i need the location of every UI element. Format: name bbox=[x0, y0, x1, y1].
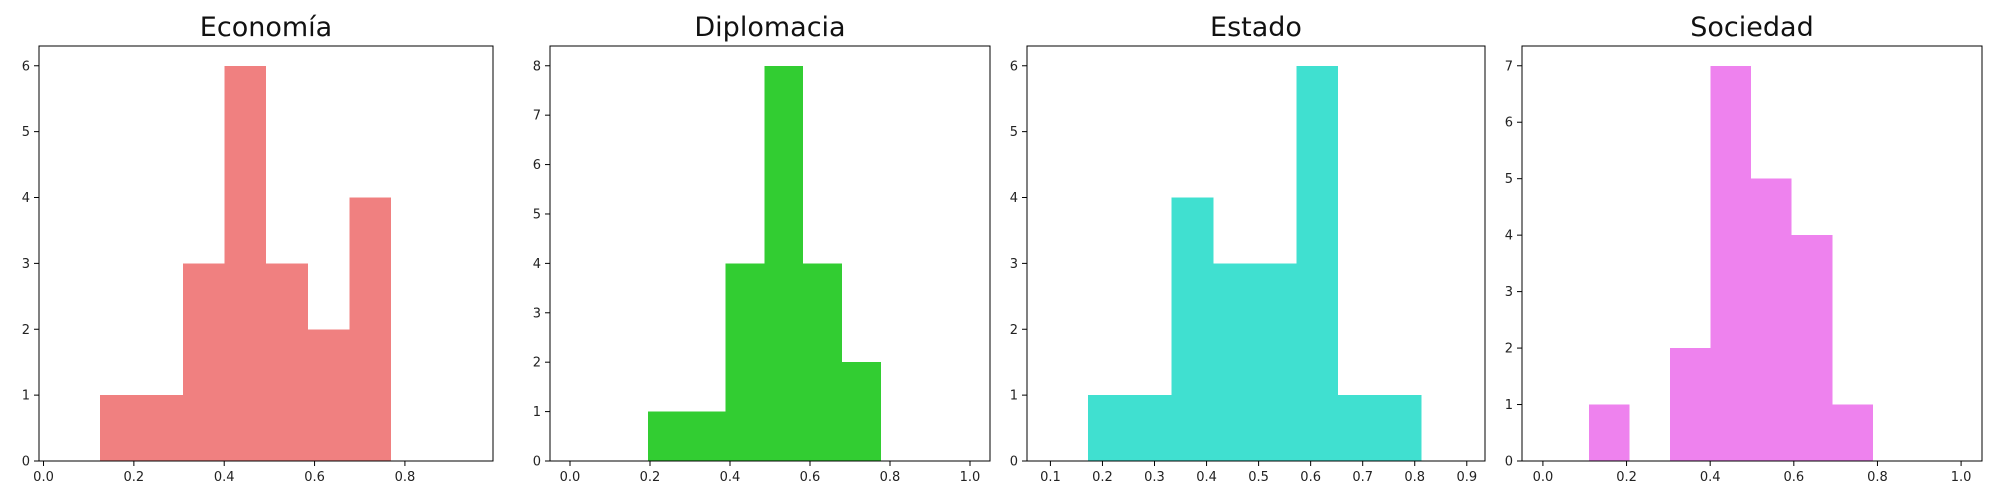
x-tick-label: 0.2 bbox=[1092, 470, 1113, 485]
y-tick-label: 1 bbox=[1505, 398, 1513, 413]
histogram-bar bbox=[99, 395, 142, 461]
histogram-bar bbox=[1129, 395, 1172, 461]
y-tick-label: 3 bbox=[533, 306, 541, 321]
panel-title: Estado bbox=[1210, 12, 1302, 43]
histogram-panel: 0.0 0.2 0.4 0.6 0.8 1.0 0 1 2 3 4 5 6 7 Sociedad bbox=[1505, 12, 1983, 485]
x-tick-label: 0.2 bbox=[1616, 470, 1637, 485]
plot-frame bbox=[1521, 45, 1983, 462]
y-tick-label: 1 bbox=[22, 389, 30, 404]
histogram-bar bbox=[842, 362, 881, 461]
histogram-panel: 0.0 0.2 0.4 0.6 0.8 0 1 2 3 4 5 6 Economía bbox=[22, 12, 494, 485]
y-tick-label: 8 bbox=[533, 59, 541, 74]
histogram-bar bbox=[725, 263, 765, 461]
plot-frame bbox=[38, 45, 494, 462]
histogram-bar bbox=[266, 263, 308, 461]
x-tick-label: 0.0 bbox=[560, 470, 581, 485]
histogram-bar bbox=[1296, 65, 1339, 461]
x-tick-label: 0.6 bbox=[304, 470, 325, 485]
x-tick-label: 1.0 bbox=[1951, 470, 1972, 485]
x-tick-label: 0.4 bbox=[214, 470, 235, 485]
y-tick-label: 3 bbox=[1010, 257, 1018, 272]
panel-title: Diplomacia bbox=[694, 12, 845, 43]
histogram-bar bbox=[307, 329, 350, 461]
histogram-bar bbox=[1171, 197, 1214, 461]
histogram-bar bbox=[1832, 404, 1873, 461]
y-tick-label: 4 bbox=[1505, 229, 1513, 244]
histogram-bar bbox=[224, 65, 267, 461]
y-tick-label: 6 bbox=[22, 59, 30, 74]
y-tick-label: 2 bbox=[22, 323, 30, 338]
x-tick-label: 0.3 bbox=[1144, 470, 1165, 485]
y-tick-label: 2 bbox=[1010, 323, 1018, 338]
x-tick-label: 0.8 bbox=[1404, 470, 1425, 485]
histogram-bar bbox=[1751, 178, 1792, 461]
x-tick-label: 0.8 bbox=[880, 470, 901, 485]
histogram-bar bbox=[686, 411, 726, 461]
x-tick-label: 0.2 bbox=[640, 470, 661, 485]
panel-title: Economía bbox=[200, 12, 332, 43]
x-tick-label: 0.8 bbox=[395, 470, 416, 485]
x-tick-label: 0.2 bbox=[124, 470, 145, 485]
y-tick-label: 0 bbox=[1505, 455, 1513, 470]
y-tick-label: 7 bbox=[533, 109, 541, 124]
y-tick-label: 0 bbox=[1010, 455, 1018, 470]
histogram-panel: 0.1 0.2 0.3 0.4 0.5 0.6 0.7 0.8 0.9 0 1 2 3 4 5 6 Estado bbox=[1010, 12, 1486, 485]
histogram-bar bbox=[1338, 395, 1380, 461]
x-tick-label: 0.0 bbox=[1533, 470, 1554, 485]
histogram-bar bbox=[764, 65, 804, 461]
y-tick-label: 5 bbox=[22, 125, 30, 140]
histogram-bar bbox=[183, 263, 225, 461]
x-tick-label: 1.0 bbox=[960, 470, 981, 485]
histogram-bar bbox=[1791, 235, 1833, 461]
y-tick-label: 7 bbox=[1505, 59, 1513, 74]
y-tick-label: 3 bbox=[22, 257, 30, 272]
y-tick-label: 1 bbox=[533, 405, 541, 420]
histogram-bar bbox=[1087, 395, 1130, 461]
histogram-bar bbox=[349, 197, 391, 461]
histogram-panel: 0.0 0.2 0.4 0.6 0.8 1.0 0 1 2 3 4 5 6 7 8 Diplomacia bbox=[533, 12, 991, 485]
x-tick-label: 0.4 bbox=[1196, 470, 1217, 485]
y-tick-label: 4 bbox=[1010, 191, 1018, 206]
x-tick-label: 0.5 bbox=[1248, 470, 1269, 485]
x-tick-label: 0.8 bbox=[1867, 470, 1888, 485]
histogram-bar bbox=[141, 395, 184, 461]
histogram-bar bbox=[1213, 263, 1255, 461]
y-tick-label: 0 bbox=[533, 455, 541, 470]
x-tick-label: 0.7 bbox=[1352, 470, 1373, 485]
y-tick-label: 0 bbox=[22, 455, 30, 470]
histogram-bar bbox=[648, 411, 687, 461]
histogram-bar bbox=[1710, 65, 1752, 461]
histogram-bar bbox=[803, 263, 842, 461]
x-tick-label: 0.1 bbox=[1040, 470, 1061, 485]
x-tick-label: 0.0 bbox=[33, 470, 54, 485]
y-tick-label: 2 bbox=[533, 356, 541, 371]
x-tick-label: 0.4 bbox=[1700, 470, 1721, 485]
x-tick-label: 0.6 bbox=[800, 470, 821, 485]
y-tick-label: 5 bbox=[1505, 172, 1513, 187]
y-tick-label: 6 bbox=[533, 158, 541, 173]
x-tick-label: 0.9 bbox=[1456, 470, 1477, 485]
y-tick-label: 6 bbox=[1505, 116, 1513, 131]
x-tick-label: 0.6 bbox=[1783, 470, 1804, 485]
plot-frame bbox=[1026, 45, 1486, 462]
histogram-bar bbox=[1254, 263, 1297, 461]
x-tick-label: 0.6 bbox=[1300, 470, 1321, 485]
y-tick-label: 2 bbox=[1505, 342, 1513, 357]
histogram-bar bbox=[1379, 395, 1422, 461]
histogram-bar bbox=[1670, 348, 1711, 461]
y-tick-label: 6 bbox=[1010, 59, 1018, 74]
panel-title: Sociedad bbox=[1690, 12, 1813, 43]
y-tick-label: 5 bbox=[533, 207, 541, 222]
y-tick-label: 5 bbox=[1010, 125, 1018, 140]
plot-frame bbox=[549, 45, 991, 462]
histogram-bar bbox=[1588, 404, 1630, 461]
y-tick-label: 4 bbox=[533, 257, 541, 272]
y-tick-label: 3 bbox=[1505, 285, 1513, 300]
y-tick-label: 1 bbox=[1010, 389, 1018, 404]
y-tick-label: 4 bbox=[22, 191, 30, 206]
x-tick-label: 0.4 bbox=[720, 470, 741, 485]
